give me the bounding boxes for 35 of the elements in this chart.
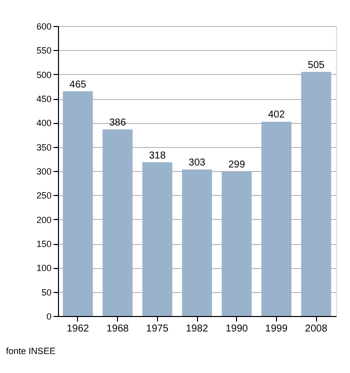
bar: [62, 91, 93, 316]
y-tick-label: 300: [36, 166, 52, 176]
bar: [222, 171, 252, 316]
y-tick-label: 450: [36, 94, 52, 104]
data-label: 386: [109, 117, 126, 128]
y-tick-label: 100: [36, 263, 52, 274]
y-tick-label: 500: [36, 70, 52, 80]
x-tick-label: 1962: [66, 324, 90, 334]
source-note: fonte INSEE: [6, 346, 56, 356]
data-label: 299: [228, 159, 246, 170]
bar: [142, 162, 172, 316]
y-tick-label: 600: [36, 22, 52, 32]
y-tick-label: 250: [36, 190, 52, 201]
y-tick-label: 400: [36, 118, 52, 128]
data-label: 465: [70, 79, 87, 90]
x-tick-label: 1999: [265, 324, 288, 334]
x-tick-label: 1990: [226, 324, 248, 334]
y-tick-label: 350: [36, 142, 52, 152]
y-tick-label: 150: [36, 239, 52, 249]
y-tick-label: 200: [36, 214, 52, 225]
y-tick-label: 50: [41, 287, 52, 298]
bar: [261, 122, 292, 316]
bar: [102, 129, 133, 316]
data-label: 303: [188, 158, 206, 169]
y-tick-label: 0: [46, 312, 52, 322]
data-label: 318: [148, 150, 166, 162]
bar: [182, 170, 212, 316]
data-label: 402: [268, 110, 286, 121]
data-label: 505: [308, 60, 325, 71]
x-tick-label: 1975: [146, 324, 169, 334]
x-tick-label: 2008: [305, 324, 328, 334]
y-tick-label: 550: [36, 46, 52, 56]
x-tick-label: 1982: [186, 324, 209, 334]
bar: [301, 72, 332, 316]
x-tick-label: 1968: [106, 324, 130, 334]
